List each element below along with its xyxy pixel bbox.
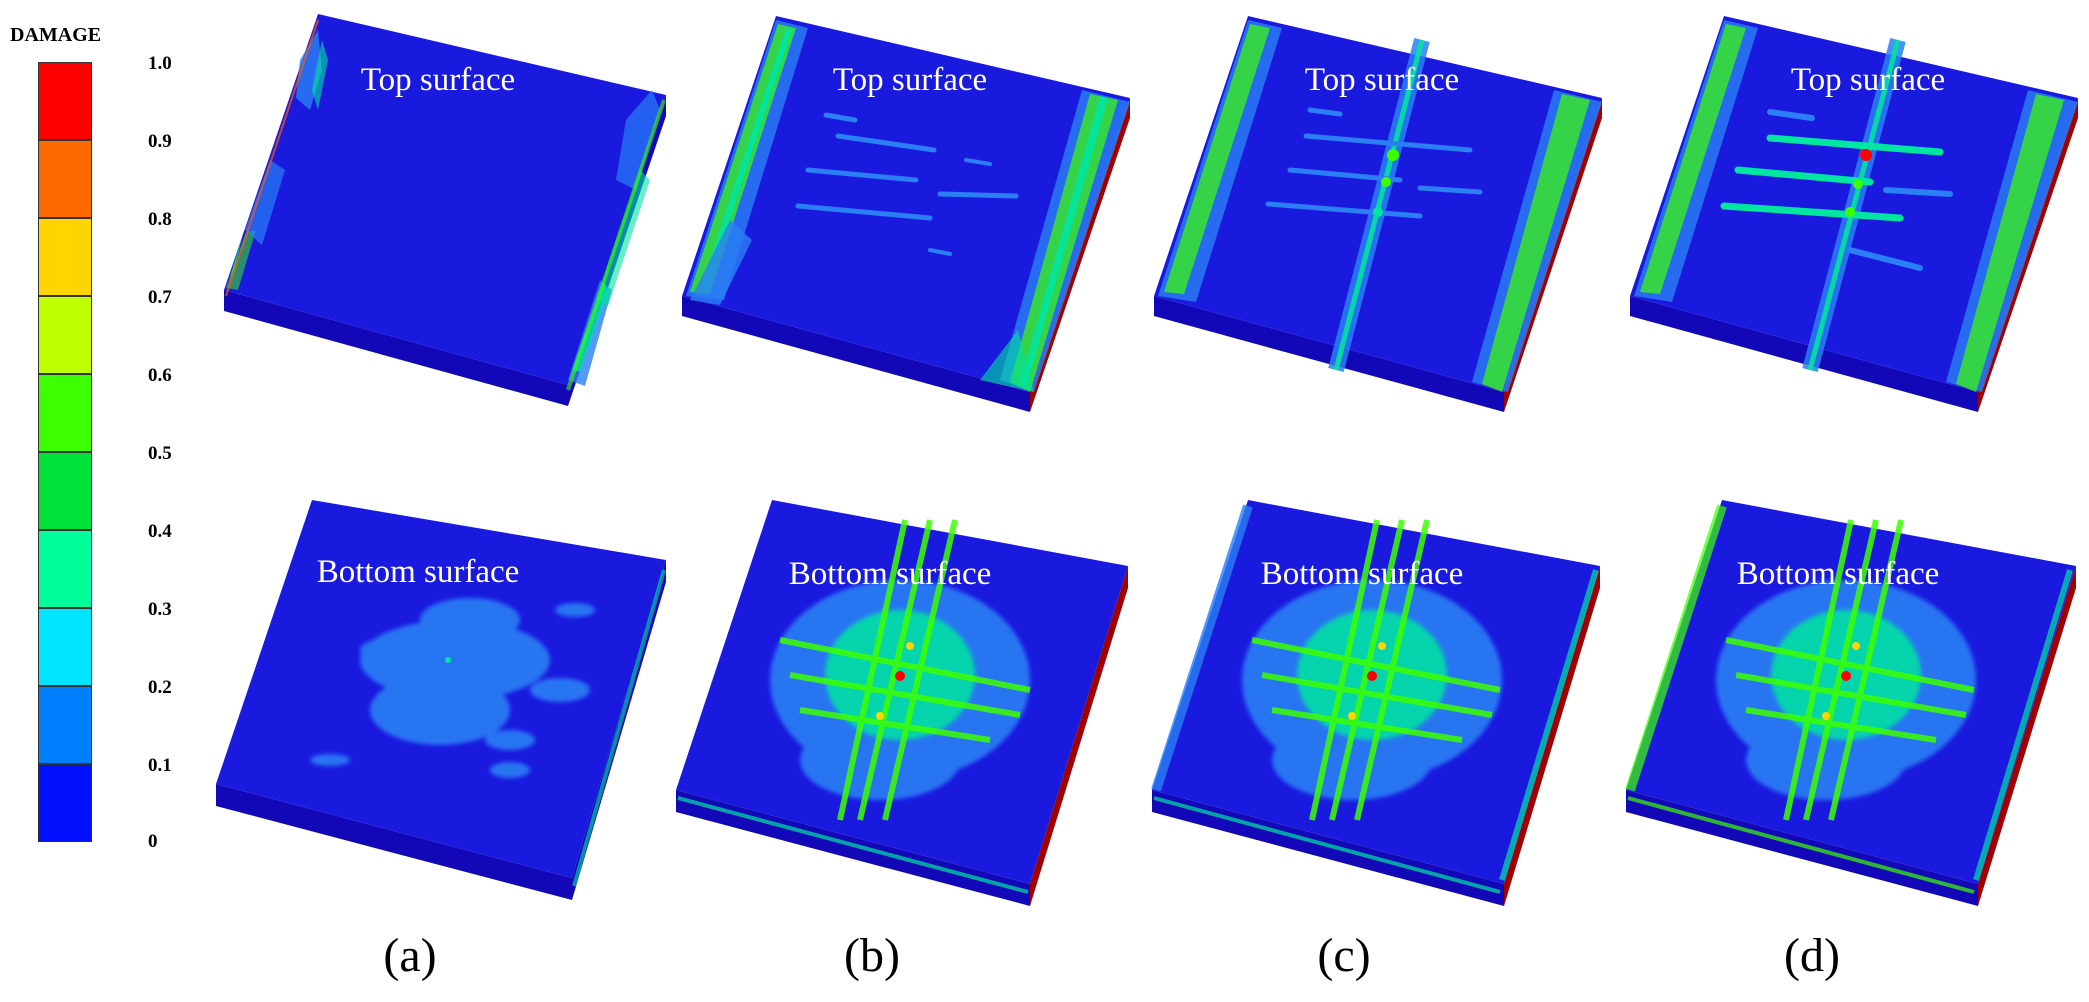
legend-tick: 1.0 [148, 53, 172, 74]
legend-swatch [38, 62, 92, 140]
legend-swatch [38, 686, 92, 764]
legend-swatch [38, 530, 92, 608]
legend-swatch [38, 374, 92, 452]
legend-tick: 0.5 [148, 443, 172, 464]
legend-tick: 0.6 [148, 365, 172, 386]
surface-label-top-c: Top surface [1305, 62, 1459, 98]
panel-label-a: (a) [383, 929, 437, 982]
plate-c-bottom: Bottom surface [1151, 500, 1600, 906]
legend-tick: 0 [148, 831, 158, 852]
surface-label-top-a: Top surface [361, 62, 515, 98]
legend-tick: 0.8 [148, 209, 172, 230]
legend-tick: 0.2 [148, 677, 172, 698]
surface-label-top-b: Top surface [833, 62, 987, 98]
panel-label-d: (d) [1784, 929, 1840, 982]
legend-tick: 0.3 [148, 599, 172, 620]
panel-label-c: (c) [1317, 929, 1371, 982]
plate-d-bottom: Bottom surface [1625, 500, 2076, 906]
legend-swatch [38, 296, 92, 374]
plate-a-top: Top surface [224, 14, 666, 406]
legend-title: DAMAGE [10, 24, 102, 46]
legend-swatch [38, 140, 92, 218]
plate-a-bottom: Bottom surface [216, 500, 666, 900]
plate-b-bottom: Bottom surface [676, 500, 1128, 906]
surface-label-bottom-a: Bottom surface [317, 554, 520, 590]
plate-b-top: Top surface [682, 16, 1130, 412]
legend-swatch [38, 218, 92, 296]
surface-label-bottom-b: Bottom surface [789, 556, 992, 592]
surface-label-bottom-d: Bottom surface [1737, 556, 1940, 592]
legend-tick: 0.7 [148, 287, 172, 308]
legend-swatch [38, 452, 92, 530]
legend-swatch [38, 608, 92, 686]
legend-tick: 0.1 [148, 755, 172, 776]
panel-label-b: (b) [844, 929, 900, 982]
plate-c-top: Top surface [1154, 16, 1602, 412]
surface-label-top-d: Top surface [1791, 62, 1945, 98]
legend-swatch [38, 764, 92, 842]
surface-label-bottom-c: Bottom surface [1261, 556, 1464, 592]
plate-d-top: Top surface [1630, 16, 2078, 412]
legend-tick: 0.4 [148, 521, 172, 542]
legend-tick: 0.9 [148, 131, 172, 152]
